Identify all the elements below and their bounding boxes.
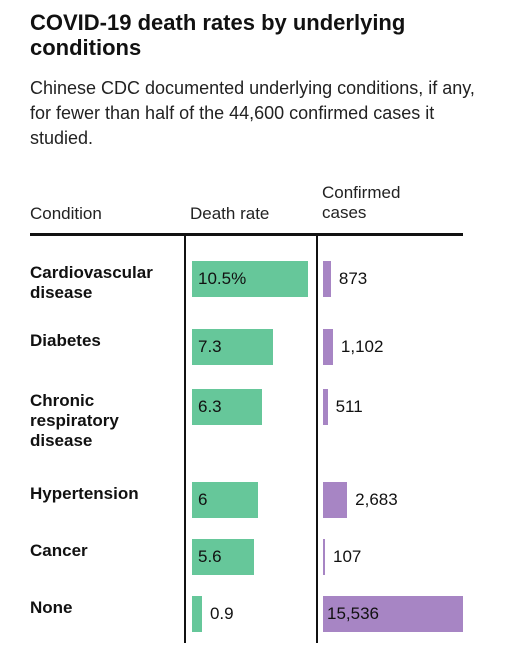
chart-title: COVID-19 death rates by underlying condi… <box>30 10 406 60</box>
death-rate-value: 0.9 <box>209 604 234 623</box>
condition-label: Chronic respiratory disease <box>30 391 119 450</box>
death-rate-bar <box>192 596 202 632</box>
confirmed-cases-value: 511 <box>335 397 363 416</box>
confirmed-cases-bar <box>323 389 328 425</box>
confirmed-cases-bar <box>323 596 463 632</box>
death-rate-value: 7.3 <box>198 337 222 356</box>
chart-subtitle: Chinese CDC documented underlying condit… <box>30 78 475 148</box>
death-rate-bar <box>192 261 308 297</box>
confirmed-cases-value: 15,536 <box>327 604 379 623</box>
confirmed-cases-value: 2,683 <box>355 490 398 509</box>
death-rate-value: 10.5% <box>198 269 247 288</box>
condition-label: Cardiovascular disease <box>30 263 153 302</box>
confirmed-cases-value: 1,102 <box>340 337 384 356</box>
header-rule <box>30 233 463 236</box>
column-divider-1 <box>184 236 186 643</box>
confirmed-cases-value: 873 <box>338 269 368 288</box>
confirmed-cases-bar <box>323 539 325 575</box>
confirmed-cases-bar <box>323 329 333 365</box>
death-rate-value: 6 <box>198 490 208 509</box>
death-rate-value: 5.6 <box>198 547 222 566</box>
column-header-confirmed-cases: Confirmed cases <box>322 183 401 222</box>
condition-label: Diabetes <box>30 331 101 350</box>
death-rate-bar <box>192 482 259 518</box>
confirmed-cases-bar <box>323 261 331 297</box>
condition-label: Cancer <box>30 541 88 560</box>
death-rate-bar <box>192 389 262 425</box>
column-header-death-rate: Death rate <box>190 204 270 223</box>
confirmed-cases-value: 107 <box>333 547 362 566</box>
death-rate-bar <box>192 329 273 365</box>
death-rate-bar <box>192 539 254 575</box>
condition-label: None <box>30 598 73 617</box>
condition-label: Hypertension <box>30 484 139 503</box>
column-header-condition: Condition <box>30 204 102 223</box>
death-rate-value: 6.3 <box>198 397 222 416</box>
column-divider-2 <box>316 236 318 643</box>
confirmed-cases-bar <box>323 482 348 518</box>
